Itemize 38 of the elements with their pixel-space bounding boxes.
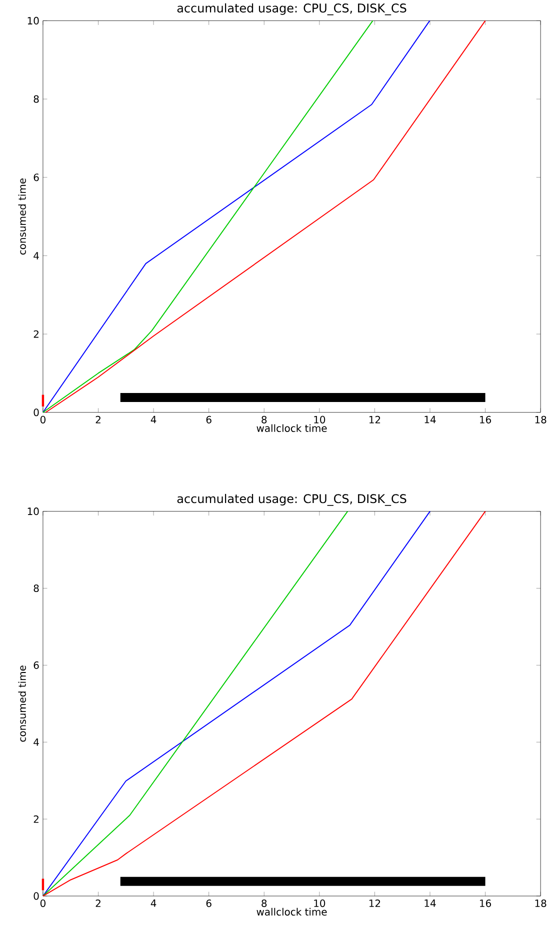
x-tick-label: 6 xyxy=(206,900,212,908)
y-tick-label: 6 xyxy=(34,174,40,182)
y-tick-label: 2 xyxy=(34,815,39,823)
x-tick-label: 2 xyxy=(96,416,101,424)
x-tick-label: 0 xyxy=(40,416,46,424)
y-tick-label: 10 xyxy=(28,508,40,516)
y-axis-title: consumed time xyxy=(18,666,26,742)
x-tick-label: 8 xyxy=(262,900,267,908)
x-tick-label: 10 xyxy=(314,416,326,424)
y-axis-title: consumed time xyxy=(18,178,26,255)
x-tick-label: 12 xyxy=(370,900,380,907)
x-axis-title: wallclock time xyxy=(256,424,327,432)
x-tick-label: 4 xyxy=(151,900,156,907)
x-tick-label: 4 xyxy=(151,416,156,424)
x-tick-label: 12 xyxy=(370,416,380,424)
x-tick-label: 14 xyxy=(424,416,436,424)
y-tick-label: 2 xyxy=(34,330,39,338)
x-tick-label: 18 xyxy=(536,416,546,424)
y-tick-label: 4 xyxy=(34,252,40,260)
x-tick-label: 2 xyxy=(96,900,101,907)
x-tick-label: 0 xyxy=(40,900,46,908)
y-tick-label: 6 xyxy=(34,661,40,669)
y-tick-label: 4 xyxy=(34,738,40,746)
x-tick-label: 16 xyxy=(480,900,492,908)
x-tick-label: 14 xyxy=(424,900,436,907)
y-tick-label: 10 xyxy=(28,16,40,24)
x-axis-title: wallclock time xyxy=(256,908,327,916)
x-tick-label: 16 xyxy=(480,416,492,424)
x-tick-label: 6 xyxy=(206,416,212,424)
x-tick-label: 18 xyxy=(536,900,546,908)
y-tick-label: 0 xyxy=(34,408,40,416)
x-tick-label: 8 xyxy=(262,416,267,424)
chart-title: accumulated usage: CPU_CS, DISK_CS xyxy=(178,3,406,16)
chart-title: accumulated usage: CPU_CS, DISK_CS xyxy=(178,494,406,506)
y-tick-label: 8 xyxy=(34,584,39,592)
y-tick-label: 0 xyxy=(34,892,40,900)
y-tick-label: 8 xyxy=(34,95,39,103)
x-tick-label: 10 xyxy=(314,900,326,908)
